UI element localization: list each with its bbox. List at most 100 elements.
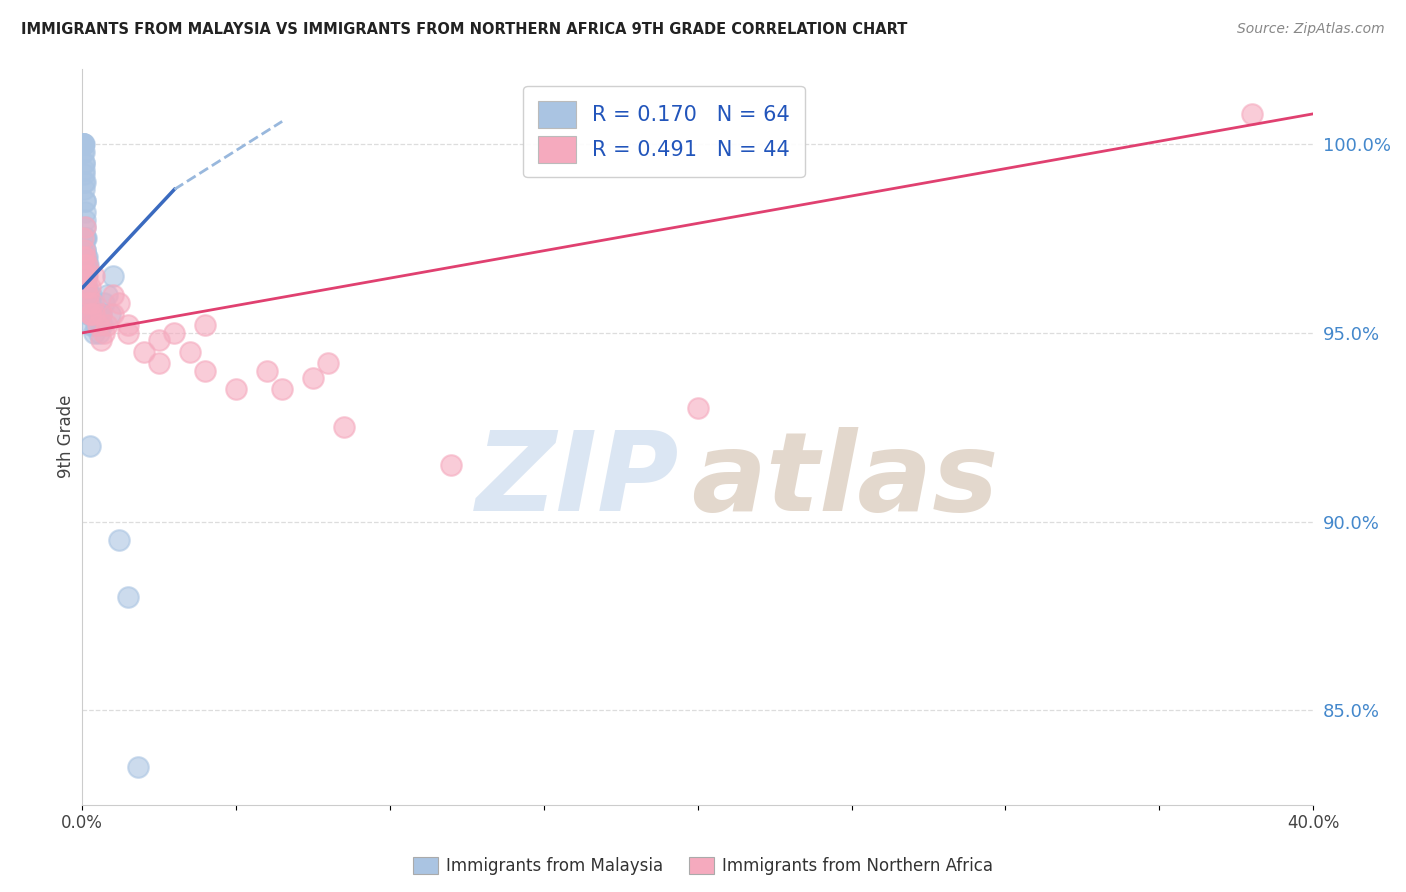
Point [101,269,124,284]
Point [72,136,94,151]
Point [271,383,294,397]
Point [117,590,139,604]
Point [108,295,131,310]
Point [73,194,96,208]
Point [76,280,98,294]
Point [73,156,96,170]
Point [73,145,96,159]
Point [73,250,96,264]
Point [96,318,118,333]
Point [83,307,105,321]
Point [91,318,114,333]
Point [72,145,94,159]
Point [75,243,97,257]
Point [86,318,108,333]
Point [302,371,325,385]
Point [72,136,94,151]
Point [76,295,98,310]
Point [1240,107,1263,121]
Point [79,280,101,294]
Point [73,269,96,284]
Point [76,307,98,321]
Point [80,307,103,321]
Point [72,136,94,151]
Point [440,458,463,472]
Point [256,363,278,377]
Point [73,156,96,170]
Point [76,250,98,264]
Point [93,295,115,310]
Point [83,269,105,284]
Point [75,231,97,245]
Point [75,250,97,264]
Point [90,307,112,321]
Point [318,356,340,370]
Point [73,205,96,219]
Point [73,167,96,181]
Point [76,258,98,272]
Point [80,288,103,302]
Point [73,175,96,189]
Point [76,288,98,302]
Point [75,269,97,284]
Y-axis label: 9th Grade: 9th Grade [58,395,75,478]
Point [73,220,96,235]
Point [75,280,97,294]
Point [127,760,149,774]
Text: IMMIGRANTS FROM MALAYSIA VS IMMIGRANTS FROM NORTHERN AFRICA 9TH GRADE CORRELATIO: IMMIGRANTS FROM MALAYSIA VS IMMIGRANTS F… [21,22,907,37]
Point [75,194,97,208]
Point [87,326,110,340]
Point [194,318,217,333]
Point [148,334,170,348]
Point [101,307,124,321]
Point [179,344,201,359]
Point [132,344,155,359]
Point [93,326,115,340]
Point [225,383,247,397]
Point [75,231,97,245]
Point [75,269,97,284]
Point [75,280,97,294]
Point [117,318,139,333]
Point [76,258,98,272]
Point [73,136,96,151]
Point [73,243,96,257]
Point [194,363,217,377]
Point [72,231,94,245]
Point [77,307,100,321]
Point [77,288,100,302]
Point [163,326,186,340]
Point [83,326,105,340]
Point [73,258,96,272]
Point [75,250,97,264]
Point [75,258,97,272]
Point [75,258,97,272]
Point [72,136,94,151]
Point [108,533,131,548]
Point [72,136,94,151]
Legend: Immigrants from Malaysia, Immigrants from Northern Africa: Immigrants from Malaysia, Immigrants fro… [405,849,1001,884]
Point [148,356,170,370]
Point [72,250,94,264]
Point [686,401,709,416]
Point [90,334,112,348]
Point [73,288,96,302]
Point [117,326,139,340]
Point [77,288,100,302]
Point [98,307,121,321]
Point [79,295,101,310]
Point [73,220,96,235]
Point [332,420,354,434]
Text: ZIP: ZIP [475,427,679,534]
Point [80,318,103,333]
Point [79,439,101,453]
Point [96,288,118,302]
Point [86,307,108,321]
Point [84,318,107,333]
Point [77,295,100,310]
Point [76,269,98,284]
Point [82,307,104,321]
Text: Source: ZipAtlas.com: Source: ZipAtlas.com [1237,22,1385,37]
Point [75,269,97,284]
Point [75,231,97,245]
